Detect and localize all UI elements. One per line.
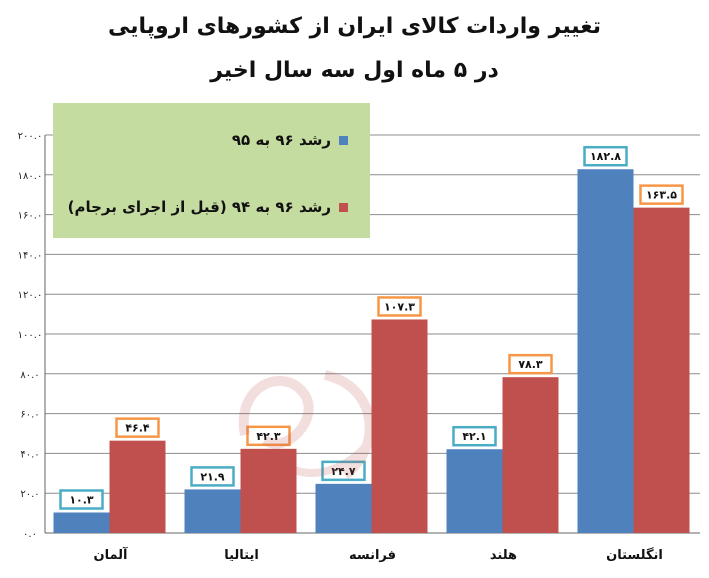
data-label-box	[508, 353, 553, 375]
x-category-label: انگلستان	[606, 547, 663, 563]
data-label-box	[639, 184, 684, 205]
bar	[315, 483, 372, 533]
data-label-box	[190, 466, 235, 487]
bar	[371, 319, 428, 533]
legend-item-series-2: رشد ۹۶ به ۹۴ (قبل از اجرای برجام)	[68, 198, 348, 216]
x-category-label: فرانسه	[349, 548, 396, 563]
y-tick-label: ۲۰۰.۰	[18, 131, 43, 142]
data-label-box	[377, 296, 422, 317]
bar	[184, 489, 241, 533]
legend-item-series-1: رشد ۹۶ به ۹۵	[232, 131, 348, 149]
legend-label-series-2: رشد ۹۶ به ۹۴ (قبل از اجرای برجام)	[67, 198, 331, 216]
data-label: ۱۶۳.۵	[646, 189, 677, 202]
bar	[502, 377, 559, 533]
x-category-label: آلمان	[93, 546, 128, 563]
data-label-box	[246, 425, 291, 447]
data-label-box	[452, 425, 497, 447]
data-label: ۴۶.۴	[125, 422, 150, 435]
bar	[53, 512, 110, 533]
y-tick-label: ۶۰.۰	[20, 410, 39, 421]
data-label: ۲۴.۷	[331, 465, 356, 478]
data-label-box	[115, 417, 160, 438]
legend-swatch-red	[339, 202, 348, 212]
legend-swatch-blue	[339, 135, 348, 145]
data-label: ۴۲.۳	[256, 430, 281, 443]
data-label-box	[59, 489, 104, 510]
bar	[577, 169, 634, 533]
data-label: ۴۲.۱	[462, 430, 486, 443]
y-tick-label: ۰.۰	[23, 529, 37, 540]
chart-legend: رشد ۹۶ به ۹۵ رشد ۹۶ به ۹۴ (قبل از اجرای …	[53, 103, 370, 238]
bar	[240, 448, 297, 533]
y-tick-label: ۱۲۰.۰	[18, 290, 43, 301]
y-tick-label: ۱۴۰.۰	[18, 250, 43, 261]
data-label: ۱۸۲.۸	[590, 150, 621, 163]
chart-title-line2: در ۵ ماه اول سه سال اخیر	[210, 58, 499, 83]
legend-label-series-1: رشد ۹۶ به ۹۵	[231, 131, 331, 149]
data-label-box	[321, 460, 366, 482]
bar	[109, 440, 166, 533]
data-label: ۲۱.۹	[200, 470, 225, 483]
y-tick-label: ۸۰.۰	[20, 370, 39, 381]
x-category-label: ایتالیا	[224, 548, 259, 563]
data-label-box	[583, 145, 628, 167]
bar	[633, 207, 690, 533]
data-label: ۱۰.۳	[69, 494, 94, 507]
y-tick-label: ۱۶۰.۰	[18, 211, 43, 222]
x-category-label: هلند	[490, 548, 517, 563]
bar	[446, 449, 503, 533]
y-tick-label: ۴۰.۰	[20, 449, 39, 460]
chart-title-line1: تغییر واردات کالای ایران از کشورهای اروپ…	[108, 14, 601, 39]
y-tick-label: ۲۰.۰	[20, 489, 39, 500]
y-tick-label: ۱۰۰.۰	[18, 330, 43, 341]
y-tick-label: ۱۸۰.۰	[18, 171, 43, 182]
data-label: ۱۰۷.۳	[384, 300, 415, 313]
data-label: ۷۸.۳	[518, 358, 543, 371]
